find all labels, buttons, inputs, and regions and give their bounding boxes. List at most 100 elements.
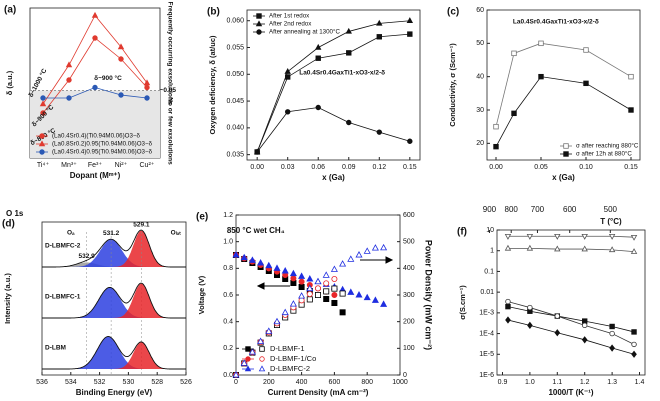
annotation: La0.4Sr0.4GaxTi1-xO3-x/2-δ xyxy=(299,70,385,77)
x-tick-label: 1.0 xyxy=(525,379,535,386)
marker xyxy=(371,244,379,251)
marker xyxy=(331,299,338,306)
series-line xyxy=(256,33,410,153)
marker xyxy=(608,246,616,253)
panel-label: (c) xyxy=(447,7,459,18)
marker xyxy=(315,55,321,61)
y-tick-label: 1 xyxy=(490,248,494,255)
marker xyxy=(628,107,634,113)
marker xyxy=(257,337,265,344)
marker xyxy=(314,277,322,285)
x-axis-label: x (Ga) xyxy=(552,173,575,182)
x2-tick-label: 700 xyxy=(531,205,545,214)
x-tick-label: 600 xyxy=(329,379,341,386)
legend-label: σ after 12h at 880°C xyxy=(576,151,632,158)
x2-axis-label: T (°C) xyxy=(600,217,622,226)
series-line xyxy=(507,247,635,253)
y-tick-label: 0.6 xyxy=(223,292,233,299)
x-tick-label: 536 xyxy=(36,379,48,386)
x-tick-label: Ti⁴⁺ xyxy=(37,162,50,169)
spectrum-name: D-LBM xyxy=(45,345,66,352)
arrow-head xyxy=(385,256,394,264)
marker xyxy=(240,359,248,366)
marker xyxy=(258,365,266,372)
marker xyxy=(583,80,589,87)
legend-label: (La0.8Sr0.2)0.95(Ti0.94M0.06)O3−δ xyxy=(52,141,153,148)
x-tick-label: 0.03 xyxy=(281,164,295,171)
legend-label: After 2nd redox xyxy=(269,21,312,28)
peak-area xyxy=(42,342,186,369)
annotation: Oₐ xyxy=(67,229,75,236)
marker xyxy=(608,233,616,240)
marker xyxy=(289,269,297,277)
marker xyxy=(331,285,338,292)
y-axis-label: σ(S.cm⁻¹) xyxy=(458,285,467,320)
peak-label: 532.9 xyxy=(78,253,95,260)
marker xyxy=(322,271,330,278)
x-axis-label: Current Density (mA cm⁻²) xyxy=(268,388,369,397)
marker xyxy=(298,292,306,299)
x-tick-label: 0.06 xyxy=(311,164,325,171)
marker xyxy=(323,288,330,295)
marker xyxy=(376,34,382,40)
marker xyxy=(526,244,534,251)
marker xyxy=(511,50,517,57)
marker xyxy=(630,234,638,241)
marker xyxy=(376,129,382,135)
marker xyxy=(92,35,98,41)
marker xyxy=(407,31,413,37)
spectrum-name: D-LBMFC-1 xyxy=(45,294,81,301)
y2-tick-label: 0 xyxy=(403,372,407,379)
marker xyxy=(306,284,314,292)
peak-area xyxy=(42,230,186,267)
marker xyxy=(582,322,588,329)
x-tick-label: 0.9 xyxy=(498,379,508,386)
marker xyxy=(281,267,289,274)
marker xyxy=(363,293,371,301)
y-tick-label: 0.0 xyxy=(223,372,233,379)
legend-marker xyxy=(563,151,569,157)
panel-label: (e) xyxy=(196,212,208,223)
marker xyxy=(631,341,637,348)
y-tick-label: 10 xyxy=(486,227,494,234)
series-line xyxy=(507,301,635,345)
legend-label: After 1st redox xyxy=(269,13,310,20)
peak-label: 529.1 xyxy=(133,221,150,228)
y-tick-label: 0.4 xyxy=(223,319,233,326)
marker xyxy=(144,95,150,101)
marker xyxy=(315,43,322,50)
marker xyxy=(527,321,533,329)
marker xyxy=(376,19,383,26)
y2-axis-label: Power Density (mW cm⁻²) xyxy=(424,240,434,350)
marker xyxy=(248,256,256,263)
legend-label: D-LBMFC-2 xyxy=(270,364,310,373)
peak-label: 531.2 xyxy=(103,230,120,237)
marker xyxy=(117,43,125,50)
marker xyxy=(40,95,46,101)
marker xyxy=(254,149,260,155)
y-tick-label: 0.01 xyxy=(480,289,494,296)
marker xyxy=(306,275,314,282)
marker xyxy=(554,313,560,319)
legend-marker xyxy=(38,140,46,147)
marker xyxy=(380,243,388,251)
marker xyxy=(232,371,240,378)
marker xyxy=(257,259,265,266)
marker xyxy=(289,300,297,307)
marker xyxy=(631,350,637,358)
legend-marker xyxy=(256,13,262,19)
envelope xyxy=(42,229,186,268)
marker xyxy=(609,330,615,337)
x2-tick-label: 800 xyxy=(505,205,519,214)
y-tick-label: 1E-3 xyxy=(479,310,494,317)
marker xyxy=(554,233,561,240)
x-tick-label: 0.15 xyxy=(624,164,638,171)
marker xyxy=(232,251,240,258)
x-tick-label: 0.00 xyxy=(489,164,503,171)
marker xyxy=(273,317,281,325)
marker xyxy=(609,344,615,352)
x-axis-label: x (Ga) xyxy=(322,173,345,182)
legend-label: σ after reaching 880°C xyxy=(576,143,639,150)
marker xyxy=(281,308,289,316)
